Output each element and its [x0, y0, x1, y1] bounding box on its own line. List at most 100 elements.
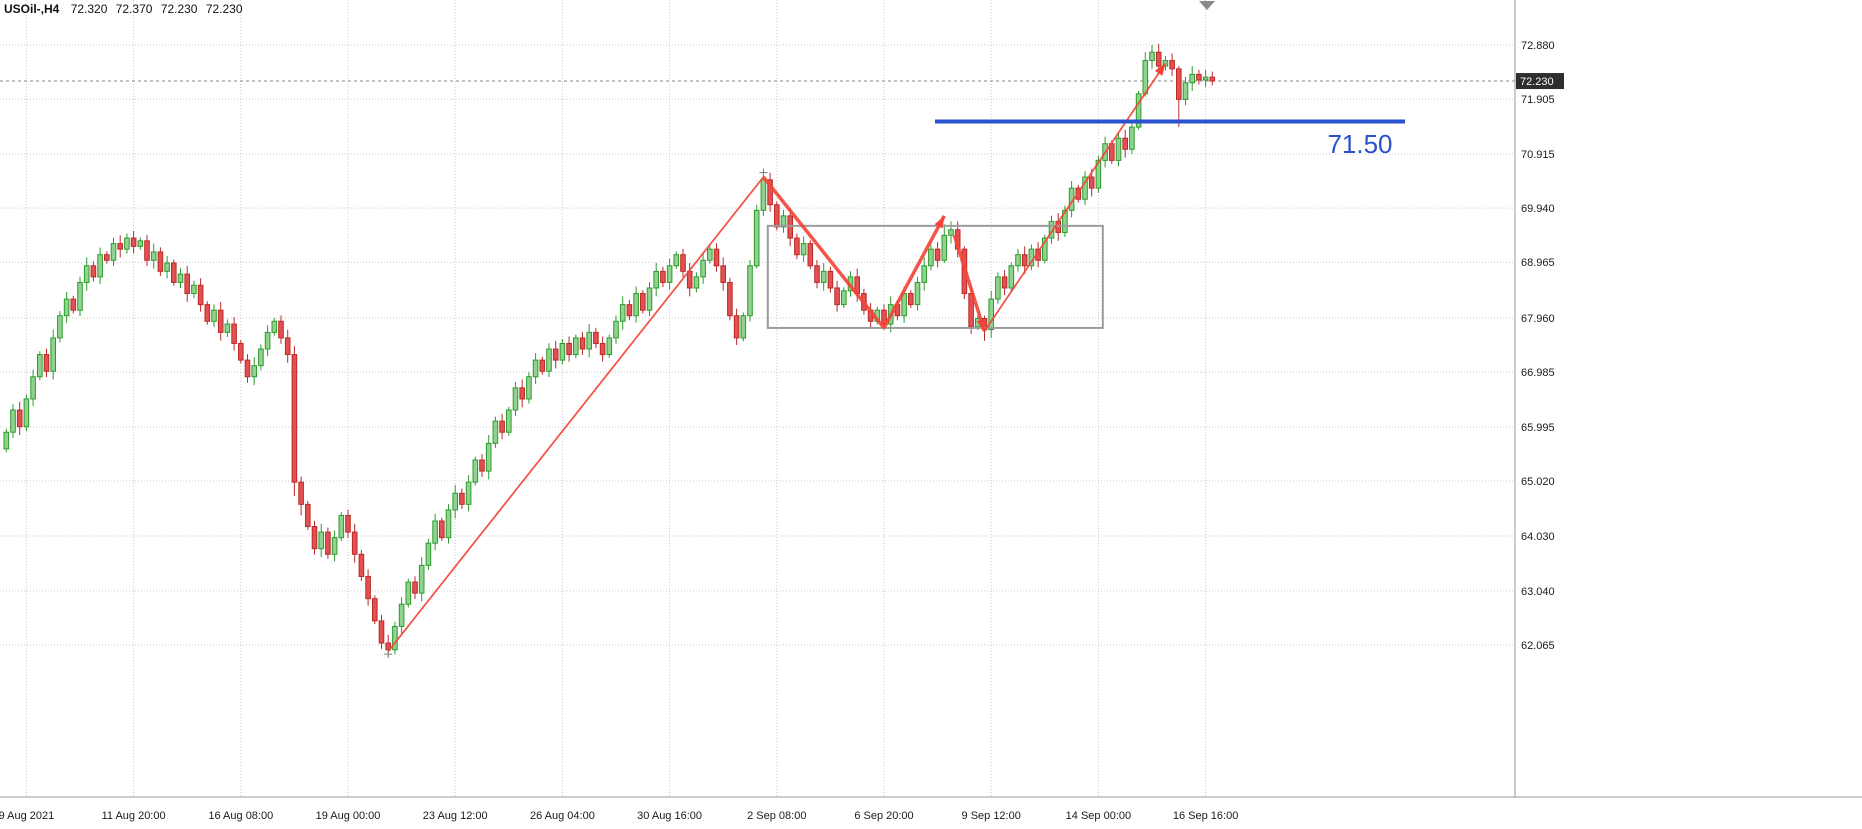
- candle-down: [720, 265, 727, 283]
- candle-up: [110, 243, 117, 261]
- candle-down: [881, 309, 887, 325]
- candle-up: [1015, 254, 1021, 267]
- candle-down: [733, 315, 740, 339]
- symbol-period-label: USOil-,H4: [4, 2, 60, 16]
- trendline-annotation[interactable]: [983, 62, 1167, 332]
- candle-down: [626, 304, 633, 317]
- candle-down: [686, 270, 693, 289]
- x-axis-tick-label: 16 Aug 08:00: [208, 810, 273, 822]
- candle-up: [532, 359, 539, 378]
- candle-up: [707, 248, 713, 261]
- candle-up: [1008, 265, 1015, 289]
- candle-up: [1149, 51, 1155, 62]
- candle-down: [184, 273, 190, 295]
- current-price-value: 72.230: [1520, 76, 1554, 88]
- candle-up: [10, 409, 16, 433]
- candle-up: [1182, 82, 1189, 100]
- y-axis-tick-label: 69.940: [1521, 203, 1555, 215]
- candle-down: [171, 262, 177, 283]
- candle-up: [97, 254, 103, 278]
- candle-up: [318, 531, 324, 550]
- candle-down: [794, 237, 800, 256]
- y-axis-tick-label: 67.960: [1521, 313, 1555, 325]
- candle-down: [1209, 76, 1216, 82]
- candle-down: [325, 531, 331, 555]
- level-line-label: 71.50: [1327, 129, 1392, 159]
- candle-down: [593, 331, 599, 344]
- candle-up: [150, 251, 157, 261]
- y-axis-tick-label: 66.985: [1521, 367, 1555, 379]
- x-axis-tick-label: 14 Sep 00:00: [1066, 810, 1131, 822]
- candle-up: [573, 337, 579, 356]
- candle-up: [1142, 60, 1149, 95]
- candle-up: [472, 459, 479, 483]
- candle-up: [445, 509, 452, 539]
- candle-down: [774, 204, 780, 228]
- trendline-annotation[interactable]: [952, 234, 987, 332]
- candle-down: [807, 243, 814, 267]
- candle-up: [465, 481, 472, 505]
- y-axis-tick-label: 64.030: [1521, 531, 1555, 543]
- x-axis-tick-label: 11 Aug 20:00: [102, 810, 166, 822]
- consolidation-box-annotation[interactable]: [766, 224, 1104, 329]
- candle-up: [211, 309, 217, 322]
- candle-up: [559, 342, 566, 361]
- y-axis-tick-label: 65.995: [1521, 422, 1555, 434]
- candle-down: [412, 581, 418, 594]
- candle-up: [988, 298, 995, 331]
- candle-up: [506, 409, 512, 433]
- trendline-annotation[interactable]: [387, 176, 765, 652]
- candle-down: [385, 642, 391, 651]
- candle-up: [526, 376, 532, 400]
- candle-up: [760, 179, 767, 211]
- candle-up: [800, 243, 807, 256]
- candle-down: [345, 514, 351, 533]
- candle-up: [941, 234, 948, 261]
- ohlc-close-value: 72.230: [205, 2, 243, 16]
- candle-up: [405, 581, 412, 605]
- candle-down: [16, 409, 23, 428]
- candle-up: [586, 331, 593, 350]
- candle-up: [646, 287, 653, 311]
- candle-up: [948, 229, 954, 236]
- candle-down: [787, 215, 794, 239]
- candle-up: [928, 248, 934, 267]
- trendline-annotation[interactable]: [762, 175, 886, 330]
- trendline-arrowhead: [1154, 63, 1166, 76]
- candle-down: [640, 293, 646, 311]
- candle-up: [633, 293, 639, 317]
- x-axis-tick-label: 9 Sep 12:00: [962, 810, 1021, 822]
- candle-up: [23, 398, 30, 428]
- candle-down: [566, 342, 572, 356]
- candle-down: [244, 359, 251, 378]
- candle-up: [77, 281, 83, 311]
- candle-up: [3, 431, 10, 450]
- candle-up: [271, 320, 278, 333]
- candle-up: [1129, 126, 1135, 150]
- candle-down: [305, 503, 311, 528]
- candle-up: [30, 376, 36, 400]
- candle-down: [278, 320, 284, 339]
- candle-up: [83, 265, 90, 283]
- candle-down: [827, 270, 834, 289]
- trendline-annotation[interactable]: [882, 215, 946, 329]
- y-axis-tick-label: 65.020: [1521, 476, 1555, 488]
- candle-down: [144, 240, 150, 261]
- x-axis-tick-label: 6 Sep 20:00: [854, 810, 913, 822]
- candle-down: [284, 337, 291, 356]
- candle-down: [372, 598, 378, 622]
- candle-down: [70, 298, 77, 311]
- candle-up: [1062, 209, 1068, 234]
- x-axis-tick-label: 30 Aug 16:00: [637, 810, 702, 822]
- candle-up: [452, 492, 458, 511]
- candle-up: [124, 237, 130, 250]
- candle-up: [841, 290, 847, 306]
- candle-down: [727, 281, 733, 317]
- candle-down: [238, 342, 244, 361]
- candle-up: [1042, 237, 1048, 261]
- candle-up: [418, 564, 425, 594]
- candle-down: [1088, 176, 1095, 189]
- candle-down: [1176, 68, 1182, 100]
- candle-up: [780, 215, 787, 228]
